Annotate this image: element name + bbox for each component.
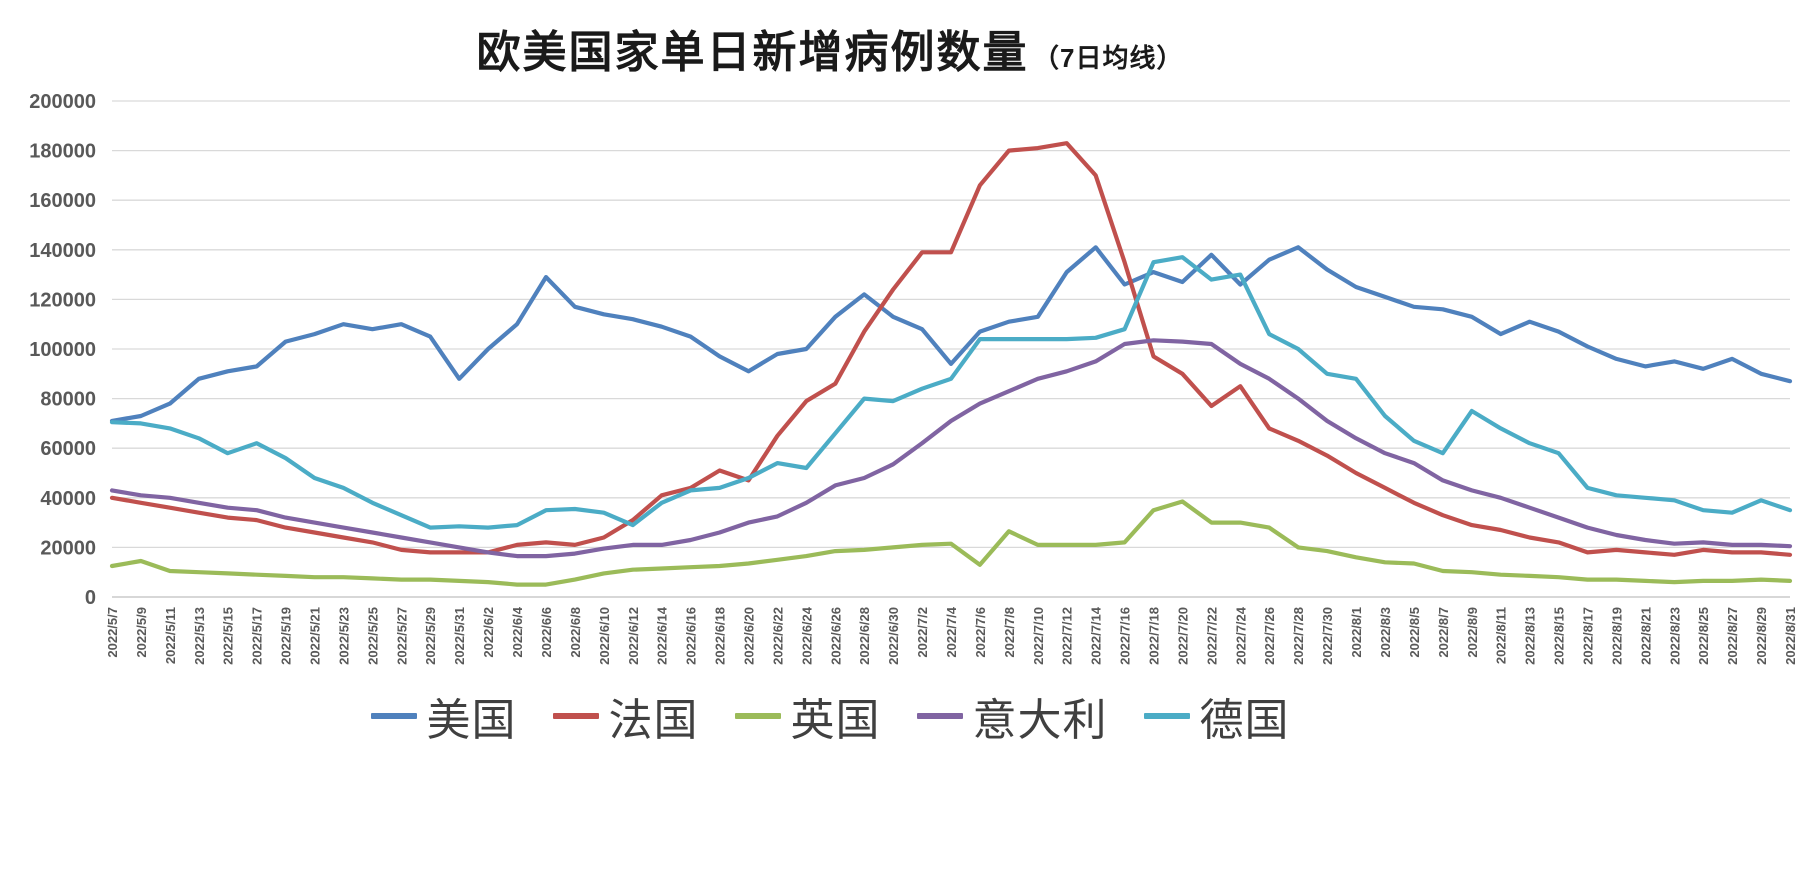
svg-text:2022/8/7: 2022/8/7 [1436, 607, 1451, 658]
svg-text:2022/7/2: 2022/7/2 [915, 607, 930, 658]
svg-text:120000: 120000 [29, 289, 96, 311]
legend-line-swatch [370, 713, 417, 719]
svg-text:2022/5/31: 2022/5/31 [452, 607, 467, 665]
svg-text:2022/6/16: 2022/6/16 [684, 607, 699, 665]
chart-title-subtitle: （7日均线） [1032, 43, 1184, 73]
svg-text:2022/6/24: 2022/6/24 [799, 606, 814, 665]
line-chart-plot-area: 0 20000 40000 60000 80000 100000 120000 140000 1… [29, 91, 1798, 665]
svg-text:2022/5/29: 2022/5/29 [423, 607, 438, 665]
svg-text:2022/7/22: 2022/7/22 [1204, 607, 1219, 665]
svg-text:2022/6/6: 2022/6/6 [539, 607, 554, 658]
svg-text:40000: 40000 [40, 488, 96, 510]
svg-text:2022/7/10: 2022/7/10 [1031, 607, 1046, 665]
svg-text:2022/6/26: 2022/6/26 [828, 607, 843, 665]
svg-text:2022/5/25: 2022/5/25 [365, 607, 380, 665]
svg-text:2022/8/19: 2022/8/19 [1609, 607, 1624, 665]
svg-text:2022/8/17: 2022/8/17 [1581, 607, 1596, 665]
svg-text:2022/6/4: 2022/6/4 [510, 606, 525, 657]
legend-item-英国: 英国 [734, 684, 881, 748]
svg-text:2022/6/10: 2022/6/10 [597, 607, 612, 665]
svg-text:160000: 160000 [29, 190, 96, 212]
legend-line-swatch [734, 713, 781, 719]
svg-text:2022/6/18: 2022/6/18 [713, 607, 728, 665]
svg-text:2022/8/13: 2022/8/13 [1523, 607, 1538, 665]
svg-text:100000: 100000 [29, 339, 96, 361]
svg-text:2022/8/23: 2022/8/23 [1667, 607, 1682, 665]
svg-text:20000: 20000 [40, 537, 96, 559]
svg-text:2022/7/12: 2022/7/12 [1060, 607, 1075, 665]
svg-text:2022/5/21: 2022/5/21 [308, 607, 323, 665]
legend-item-法国: 法国 [552, 684, 699, 748]
svg-text:2022/5/9: 2022/5/9 [134, 607, 149, 658]
legend-line-swatch [552, 713, 599, 719]
svg-text:200000: 200000 [29, 91, 96, 113]
svg-text:2022/7/18: 2022/7/18 [1147, 607, 1162, 665]
svg-text:2022/7/28: 2022/7/28 [1291, 607, 1306, 665]
legend-item-美国: 美国 [370, 684, 517, 748]
svg-text:2022/8/27: 2022/8/27 [1725, 607, 1740, 665]
legend-item-意大利: 意大利 [916, 684, 1108, 748]
svg-text:2022/8/31: 2022/8/31 [1783, 607, 1798, 665]
svg-text:2022/8/25: 2022/8/25 [1696, 607, 1711, 665]
legend-label: 德国 [1199, 696, 1290, 745]
svg-text:2022/5/19: 2022/5/19 [279, 607, 294, 665]
svg-text:2022/7/8: 2022/7/8 [1002, 607, 1017, 658]
svg-text:2022/6/12: 2022/6/12 [626, 607, 641, 665]
svg-text:2022/5/17: 2022/5/17 [250, 607, 265, 665]
svg-text:2022/7/16: 2022/7/16 [1118, 607, 1133, 665]
svg-text:180000: 180000 [29, 141, 96, 163]
svg-text:2022/7/24: 2022/7/24 [1233, 606, 1248, 665]
chart-legend: 美国 法国 英国 意大利 德国 [0, 684, 1660, 748]
svg-text:2022/7/20: 2022/7/20 [1175, 607, 1190, 665]
svg-text:80000: 80000 [40, 389, 96, 411]
svg-text:2022/8/3: 2022/8/3 [1378, 607, 1393, 658]
svg-text:2022/5/15: 2022/5/15 [221, 607, 236, 665]
svg-text:2022/5/13: 2022/5/13 [192, 607, 207, 665]
svg-text:2022/8/21: 2022/8/21 [1638, 607, 1653, 665]
svg-text:2022/8/29: 2022/8/29 [1754, 607, 1769, 665]
svg-text:2022/7/30: 2022/7/30 [1320, 607, 1335, 665]
svg-text:2022/5/23: 2022/5/23 [336, 607, 351, 665]
svg-text:2022/8/5: 2022/8/5 [1407, 607, 1422, 658]
svg-text:2022/5/11: 2022/5/11 [163, 607, 178, 664]
svg-text:2022/8/15: 2022/8/15 [1552, 607, 1567, 665]
svg-text:2022/6/30: 2022/6/30 [886, 607, 901, 665]
chart-title: 欧美国家单日新增病例数量 （7日均线） [0, 16, 1660, 80]
legend-line-swatch [1143, 713, 1190, 719]
svg-text:0: 0 [85, 587, 96, 609]
svg-text:2022/7/26: 2022/7/26 [1262, 607, 1277, 665]
legend-label: 法国 [608, 696, 699, 745]
legend-item-德国: 德国 [1143, 684, 1290, 748]
svg-text:2022/7/4: 2022/7/4 [944, 606, 959, 657]
svg-text:60000: 60000 [40, 438, 96, 460]
svg-text:2022/5/27: 2022/5/27 [394, 607, 409, 665]
legend-label: 意大利 [972, 696, 1108, 745]
chart-title-main: 欧美国家单日新增病例数量 [476, 28, 1029, 77]
svg-text:2022/6/20: 2022/6/20 [742, 607, 757, 665]
svg-text:2022/8/9: 2022/8/9 [1465, 607, 1480, 658]
svg-text:2022/8/1: 2022/8/1 [1349, 607, 1364, 658]
svg-text:2022/7/14: 2022/7/14 [1089, 606, 1104, 665]
legend-label: 美国 [426, 696, 517, 745]
svg-text:140000: 140000 [29, 240, 96, 262]
svg-text:2022/6/22: 2022/6/22 [770, 607, 785, 665]
svg-text:2022/7/6: 2022/7/6 [973, 607, 988, 658]
svg-text:2022/6/28: 2022/6/28 [857, 607, 872, 665]
svg-text:2022/5/7: 2022/5/7 [105, 607, 120, 658]
svg-text:2022/6/14: 2022/6/14 [655, 606, 670, 665]
legend-label: 英国 [790, 696, 881, 745]
svg-text:2022/8/11: 2022/8/11 [1494, 607, 1509, 664]
svg-text:2022/6/2: 2022/6/2 [481, 607, 496, 658]
svg-text:2022/6/8: 2022/6/8 [568, 607, 583, 658]
legend-line-swatch [916, 713, 963, 719]
